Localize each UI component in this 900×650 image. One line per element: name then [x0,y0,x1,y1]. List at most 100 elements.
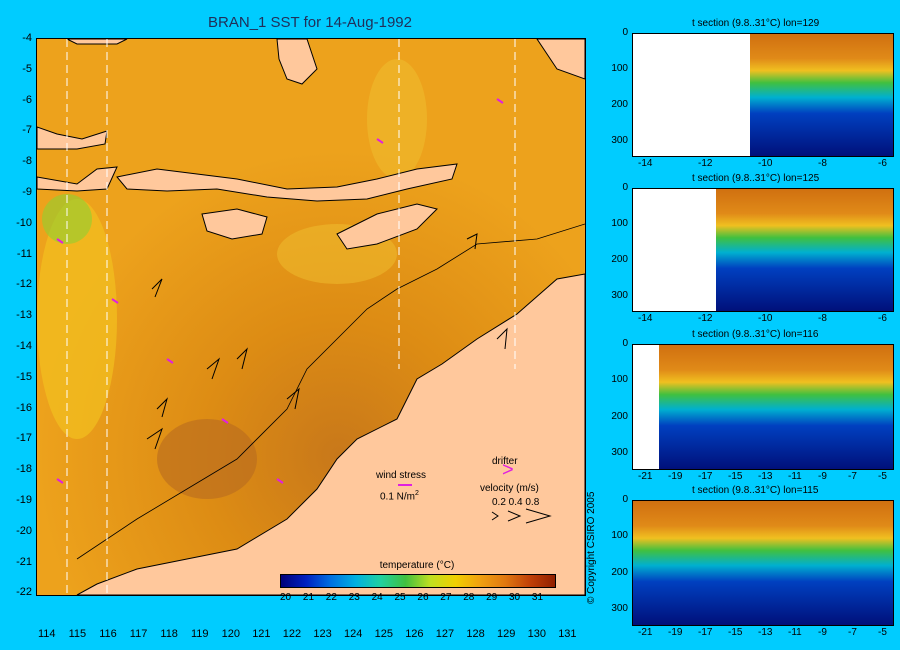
lat-tick: -15 [16,370,32,383]
island-timor [336,203,438,250]
section-lat-tick: -11 [788,471,802,482]
colorbar-tick: 31 [531,592,544,603]
section-lat-tick: -8 [818,158,827,169]
shelf-contour [76,223,585,560]
section-lat-tick: -17 [698,471,713,482]
lat-tick: -20 [16,524,32,537]
section-depth-tick: 300 [611,134,628,146]
lat-tick: -5 [22,62,32,75]
colorbar-label: temperature (°C) [379,560,455,571]
section-lat-tick: -9 [818,627,827,638]
section-depth-tick: 300 [611,447,628,459]
lon-tick: 120 [221,628,240,640]
lon-tick: 125 [374,628,393,640]
section-depth-tick: 300 [611,289,628,301]
sst-map [36,38,586,596]
section-lat-tick: -19 [668,471,683,482]
section-temperature-field [633,501,893,625]
island-north-1 [276,39,318,85]
lat-tick: -13 [16,309,32,322]
colorbar-tick: 22 [325,592,337,603]
australia-land [76,273,585,595]
wind-stress-label: wind stress [376,470,427,481]
velocity-label: velocity (m/s) [480,483,539,494]
lon-tick: 114 [38,628,56,640]
colorbar-tick: 20 [280,592,292,603]
section-temperature-field [659,345,893,469]
colorbar [280,574,556,588]
lat-tick: -9 [22,186,32,198]
section-lat-tick: -7 [848,627,857,638]
lon-tick: 121 [252,628,271,640]
section-lat-tick: -19 [668,627,683,638]
cool-patch-west [37,199,117,439]
section-depth-tick: 0 [622,338,628,349]
island-java [37,126,108,150]
section-title: t section (9.8..31°C) lon=129 [692,18,820,29]
island-north-3 [536,39,585,80]
lon-tick: 127 [435,628,455,640]
island-sumba [201,208,268,240]
drifter-markers [56,98,504,484]
cool-patch-banda [367,59,427,179]
lat-tick: -4 [22,32,32,44]
section-depth-tick: 100 [611,62,628,74]
lat-tick: -22 [16,586,32,599]
section-temperature-field [750,34,893,156]
lat-tick: -17 [16,432,32,445]
copyright: © Copyright CSIRO 2005 [586,491,597,604]
section-lat-tick: -15 [728,627,743,638]
island-north-2 [66,39,128,45]
section-title: t section (9.8..31°C) lon=125 [692,173,820,184]
section-depth-tick: 100 [611,217,628,229]
section-lat-tick: -7 [848,471,857,482]
section-lat-tick: -21 [638,471,653,482]
island-chain-nusa-tenggara [116,163,458,202]
section-depth-tick: 200 [611,566,628,578]
section-lat-tick: -21 [638,627,653,638]
velocity-key-arrows [491,508,552,524]
section-lat-tick: -14 [638,313,653,324]
colorbar-tick: 24 [371,592,383,603]
lon-tick: 124 [344,628,363,640]
lat-tick: -16 [16,401,32,414]
lat-tick: -7 [22,124,32,137]
section-lat-tick: -13 [758,627,773,638]
section-title: t section (9.8..31°C) lon=115 [692,485,819,496]
lat-tick: -18 [16,463,32,476]
lon-tick: 123 [313,628,332,640]
section-lat-tick: -12 [698,313,713,324]
section-depth-tick: 100 [611,530,628,542]
section-panel [632,188,894,312]
colorbar-tick: 23 [348,592,360,603]
colorbar-tick: 30 [509,592,521,603]
section-temperature-field [716,189,893,311]
wind-stress-key-icon [398,484,412,486]
lon-tick: 118 [160,628,178,640]
lat-tick: -14 [16,340,32,352]
drifter-key-icon: > [502,459,514,481]
island-bali-lombok [37,166,118,192]
colorbar-tick: 29 [486,592,498,603]
section-depth-tick: 0 [622,27,628,38]
lon-tick: 126 [405,628,424,640]
section-lat-tick: -8 [818,313,827,324]
lon-tick: 130 [527,628,546,640]
section-depth-tick: 0 [622,182,628,193]
lon-tick: 131 [558,628,577,640]
section-lat-tick: -5 [878,471,887,482]
section-title: t section (9.8..31°C) lon=116 [692,329,819,340]
colorbar-tick: 28 [463,592,475,603]
section-lat-tick: -17 [698,627,713,638]
section-lat-tick: -5 [878,627,887,638]
section-depth-tick: 300 [611,603,628,615]
colorbar-tick: 21 [302,592,315,603]
lat-tick: -21 [16,555,32,568]
section-lat-tick: -15 [728,471,743,482]
section-lat-tick: -10 [758,158,773,169]
lon-tick: 122 [282,628,302,640]
lon-tick: 128 [466,628,485,640]
section-lat-tick: -9 [818,471,827,482]
wind-stress-value: 0.1 N/m2 [380,490,419,503]
lat-tick: -11 [16,247,32,260]
